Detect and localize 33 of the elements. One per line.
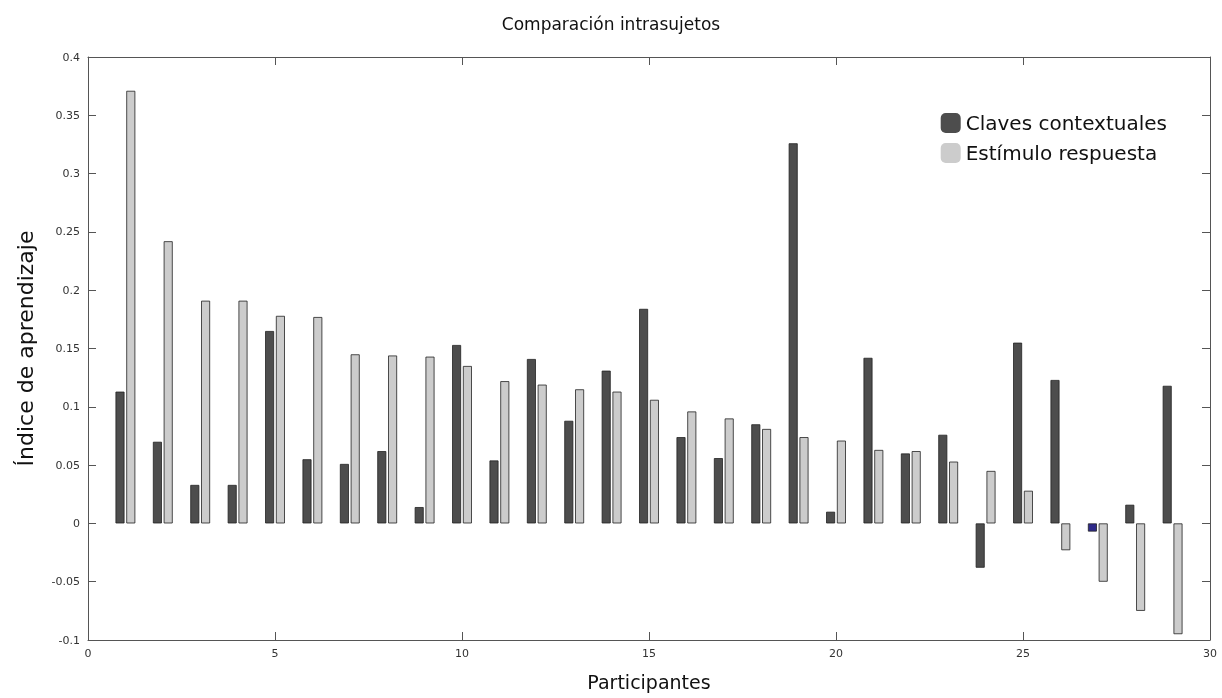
x-tick-label: 5 — [271, 647, 279, 660]
legend-label: Estímulo respuesta — [965, 141, 1158, 165]
x-tick-label: 0 — [84, 647, 92, 660]
y-tick-label: -0.1 — [58, 633, 80, 647]
x-tick-label: 25 — [1016, 647, 1030, 660]
bar — [1023, 490, 1033, 524]
bar — [452, 345, 462, 524]
y-tick-label: 0.15 — [55, 342, 80, 355]
bar — [1013, 342, 1023, 524]
y-tick-label: 0.1 — [62, 400, 80, 414]
bar — [265, 331, 275, 524]
bar — [275, 315, 285, 524]
x-axis-title: Participantes — [587, 670, 711, 693]
y-tick-label: 0.4 — [62, 50, 80, 64]
y-tick-label: 0 — [73, 516, 80, 530]
x-tick-label: 10 — [455, 647, 469, 660]
chart-title: Comparación intrasujetos — [501, 13, 721, 34]
legend-label: Claves contextuales — [965, 111, 1168, 135]
bar — [639, 308, 649, 524]
y-axis-title: Índice de aprendizaje — [12, 230, 38, 467]
bar — [836, 440, 846, 524]
y-tick-label: 0.35 — [55, 108, 80, 122]
x-tick-label: 20 — [829, 647, 843, 660]
x-tick-label: 30 — [1203, 647, 1217, 660]
y-tick-label: 0.3 — [62, 167, 80, 181]
y-tick-label: -0.05 — [51, 575, 80, 589]
bar — [462, 365, 472, 524]
y-tick-label: 0.05 — [55, 458, 80, 472]
bar — [649, 399, 659, 524]
bar — [826, 511, 836, 524]
y-tick-label: 0.25 — [55, 225, 80, 239]
x-tick-label: 15 — [642, 647, 656, 660]
y-tick-label: 0.2 — [62, 283, 80, 297]
